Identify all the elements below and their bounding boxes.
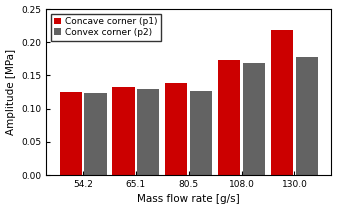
Bar xyxy=(271,30,293,175)
Bar xyxy=(296,57,318,175)
Y-axis label: Amplitude [MPa]: Amplitude [MPa] xyxy=(5,49,16,135)
Bar xyxy=(190,91,212,175)
Bar xyxy=(60,92,82,175)
Bar xyxy=(137,89,159,175)
X-axis label: Mass flow rate [g/s]: Mass flow rate [g/s] xyxy=(137,194,240,205)
Legend: Concave corner (p1), Convex corner (p2): Concave corner (p1), Convex corner (p2) xyxy=(51,14,161,41)
Bar xyxy=(84,93,106,175)
Bar xyxy=(113,87,134,175)
Bar xyxy=(165,83,187,175)
Bar xyxy=(243,63,265,175)
Bar xyxy=(218,60,240,175)
